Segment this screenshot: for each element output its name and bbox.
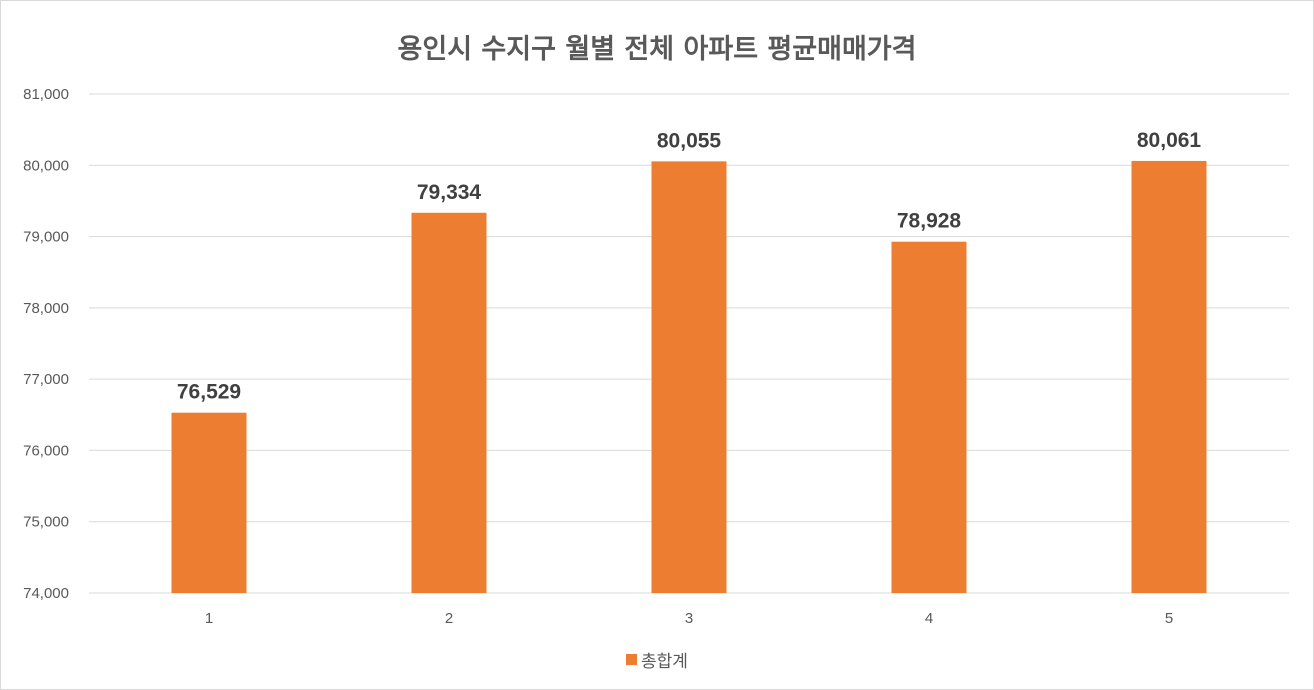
x-tick-label: 5 <box>1165 610 1173 627</box>
legend-label: 총합계 <box>641 652 688 672</box>
y-tick-label: 79,000 <box>23 229 69 246</box>
x-tick-label: 1 <box>205 610 213 627</box>
y-tick-label: 81,000 <box>23 86 69 103</box>
x-tick-label: 4 <box>925 610 933 627</box>
y-tick-label: 78,000 <box>23 300 69 317</box>
bar <box>171 412 247 593</box>
data-label: 80,055 <box>657 129 722 152</box>
chart-title: 용인시 수지구 월별 전체 아파트 평균매매가격 <box>397 34 917 65</box>
y-tick-label: 77,000 <box>23 371 69 388</box>
data-label: 79,334 <box>417 181 482 204</box>
y-tick-label: 80,000 <box>23 157 69 174</box>
x-tick-label: 3 <box>685 610 693 627</box>
data-label: 76,529 <box>177 381 241 404</box>
bar <box>1131 160 1207 593</box>
bar <box>891 241 967 594</box>
data-label: 78,928 <box>897 210 962 233</box>
y-tick-label: 75,000 <box>23 514 69 531</box>
legend: 총합계 <box>1 647 1313 672</box>
y-tick-label: 76,000 <box>23 442 69 459</box>
legend-swatch <box>626 654 638 665</box>
bar <box>651 161 727 594</box>
data-label: 80,061 <box>1137 129 1202 152</box>
bar <box>411 212 487 593</box>
y-tick-label: 74,000 <box>23 585 69 602</box>
x-tick-label: 2 <box>445 610 453 627</box>
